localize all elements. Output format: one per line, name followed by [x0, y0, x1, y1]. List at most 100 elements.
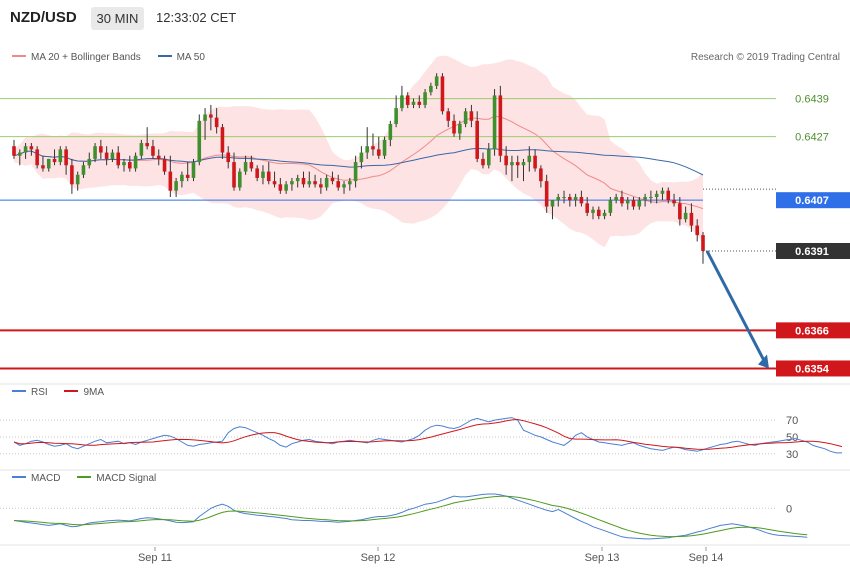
candle-body	[515, 162, 520, 166]
candle-body	[469, 111, 474, 121]
candle-body	[550, 200, 555, 207]
candle-body	[533, 155, 537, 169]
candle-body	[596, 209, 601, 217]
candle-body	[23, 146, 28, 153]
candle-body	[481, 158, 485, 166]
rsi-tick-label: 50	[786, 432, 798, 444]
candle-body	[475, 120, 479, 159]
candle-body	[643, 197, 647, 201]
candle-body	[174, 181, 178, 191]
candle-body	[411, 101, 416, 105]
candle-body	[209, 114, 213, 118]
last-price-tag	[776, 242, 850, 259]
candle-body	[649, 197, 653, 199]
candle-body	[238, 171, 242, 188]
candle-body	[376, 149, 381, 156]
candle-body	[336, 181, 341, 188]
candle-body	[405, 95, 410, 105]
ma50-line	[13, 147, 704, 176]
candle-body	[510, 162, 514, 166]
support-label: 0.6354	[795, 363, 830, 375]
candle-body	[232, 162, 236, 188]
candle-body	[249, 162, 254, 169]
candle-body	[400, 95, 404, 109]
candle-body	[284, 184, 288, 191]
candle-body	[498, 95, 503, 156]
candle-body	[544, 181, 549, 207]
candle-body	[486, 149, 491, 166]
clock-label: 12:33:02 CET	[156, 10, 237, 25]
rsi-legend: RSI 9MA	[12, 387, 104, 398]
candle-body	[266, 171, 271, 182]
candle-body	[348, 181, 352, 185]
candle-body	[365, 146, 369, 153]
candle-body	[678, 203, 682, 220]
candle-body	[689, 212, 694, 226]
candle-body	[527, 155, 532, 163]
resistance-label: 0.6427	[795, 132, 829, 144]
candle-body	[290, 181, 294, 185]
candle-body	[133, 155, 138, 169]
candle-body	[625, 200, 630, 204]
candle-body	[330, 177, 335, 182]
timeframe-badge[interactable]: 30 MIN	[91, 7, 144, 30]
candle-body	[261, 171, 265, 178]
macd-signal-legend-label: MACD Signal	[96, 473, 157, 484]
candle-body	[573, 197, 578, 201]
macd-tick-label: 0	[786, 503, 792, 515]
candle-body	[452, 120, 456, 134]
bollinger-band	[14, 55, 703, 248]
candle-body	[104, 152, 109, 159]
candle-body	[458, 123, 462, 134]
candle-body	[214, 117, 219, 128]
candle-body	[99, 146, 103, 153]
candle-body	[17, 152, 22, 156]
candle-body	[359, 152, 364, 163]
candle-body	[660, 190, 665, 194]
candle-body	[220, 127, 225, 153]
time-tick-label: Sep 12	[361, 552, 396, 564]
candle-body	[301, 177, 306, 185]
candle-body	[654, 193, 659, 198]
candle-body	[116, 152, 121, 166]
candle-body	[342, 184, 346, 188]
candle-body	[539, 168, 543, 182]
candle-body	[52, 158, 57, 163]
candle-body	[394, 108, 398, 124]
candle-body	[579, 197, 584, 204]
macd-line	[13, 493, 808, 540]
rsi-ma-line	[13, 418, 843, 450]
projection-arrow	[705, 250, 767, 364]
candle-body	[197, 120, 202, 163]
candle-body	[666, 190, 671, 201]
candle-body	[35, 149, 39, 166]
candle-body	[602, 212, 607, 217]
rsi-legend-label: RSI	[31, 387, 48, 398]
candle-body	[446, 111, 451, 121]
candle-body	[145, 143, 149, 147]
candle-body	[417, 101, 422, 105]
candle-body	[81, 165, 86, 175]
resistance-label: 0.6439	[795, 94, 829, 106]
candle-body	[70, 165, 74, 185]
rsi-ma-swatch	[64, 390, 79, 393]
candle-body	[139, 143, 144, 156]
candle-body	[151, 146, 155, 156]
candle-body	[75, 174, 80, 185]
macd-legend-label: MACD	[31, 473, 61, 484]
candle-body	[156, 155, 161, 159]
candle-body	[423, 92, 427, 105]
candle-body	[12, 146, 16, 156]
candle-body	[180, 174, 184, 182]
credit-label: Research © 2019 Trading Central	[690, 52, 840, 63]
candle-body	[110, 152, 115, 159]
candle-body	[168, 171, 173, 191]
ma20-swatch	[12, 55, 26, 58]
candle-body	[324, 177, 329, 188]
last-price-label: 0.6391	[795, 246, 829, 258]
candle-body	[29, 146, 34, 150]
candle-body	[591, 209, 595, 213]
candle-body	[521, 162, 526, 166]
candle-body	[371, 146, 375, 150]
